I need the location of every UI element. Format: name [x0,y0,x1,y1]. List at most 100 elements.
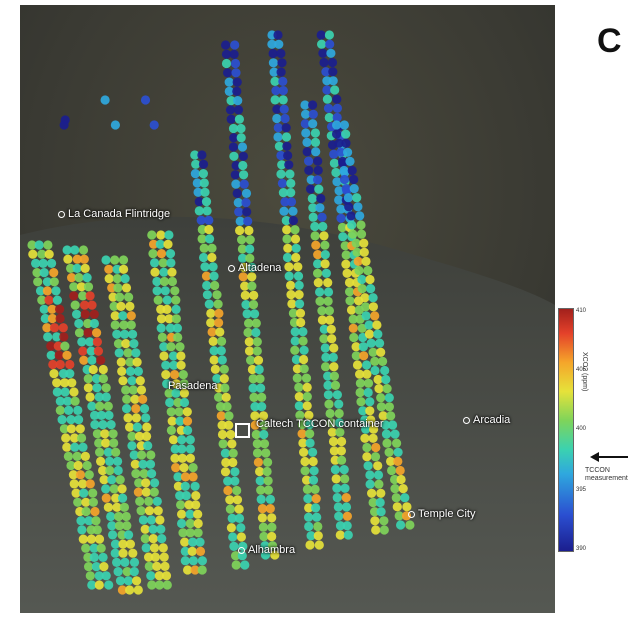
xco2-sounding [96,355,106,365]
xco2-sounding [360,433,370,443]
xco2-sounding [257,504,268,514]
xco2-sounding [319,334,329,344]
xco2-sounding [252,346,262,356]
xco2-sounding [361,311,371,321]
xco2-sounding [300,466,310,476]
xco2-sounding [270,95,280,105]
xco2-sounding [259,420,269,430]
xco2-sounding [332,129,342,139]
xco2-sounding [28,249,38,259]
xco2-sounding [294,392,304,402]
xco2-sounding [347,220,357,230]
xco2-sounding [146,571,156,581]
xco2-sounding [364,320,374,330]
xco2-sounding [231,68,241,78]
xco2-sounding [84,470,94,480]
xco2-sounding [239,262,249,273]
xco2-sounding [212,374,222,384]
xco2-sounding [54,350,64,360]
xco2-sounding [328,436,339,447]
xco2-sounding [253,457,263,467]
xco2-sounding [279,104,289,114]
xco2-sounding [101,571,111,581]
xco2-sounding [115,576,126,586]
xco2-sounding [52,378,62,388]
xco2-sounding [335,530,345,540]
xco2-sounding [280,197,290,207]
xco2-sounding [368,497,378,508]
xco2-sounding [202,290,212,300]
xco2-sounding [274,141,284,151]
xco2-sounding [365,479,375,489]
xco2-sounding [253,355,264,365]
xco2-sounding [141,413,151,423]
xco2-sounding [334,399,344,409]
xco2-sounding [388,420,398,430]
xco2-sounding [44,249,54,259]
xco2-sounding [290,345,300,355]
xco2-sounding [311,147,321,157]
xco2-sounding [324,306,334,316]
xco2-sounding [292,364,302,374]
xco2-sounding [115,292,125,302]
xco2-sounding [162,580,172,590]
xco2-sounding [308,100,318,110]
xco2-sounding [171,304,181,314]
xco2-sounding [139,404,150,414]
xco2-sounding [382,438,392,448]
xco2-sounding [230,467,240,477]
xco2-sounding [188,537,198,547]
xco2-sounding [243,216,253,226]
xco2-sounding [372,320,382,330]
xco2-sounding [73,405,83,415]
xco2-sounding [175,416,185,426]
xco2-sounding [101,392,111,402]
xco2-sounding [316,193,326,204]
xco2-sounding [308,203,318,213]
xco2-sounding [132,357,142,367]
xco2-sounding [150,258,160,268]
xco2-sounding [343,530,353,540]
xco2-sounding [205,234,215,244]
xco2-sounding [314,184,324,194]
xco2-sounding [255,466,265,477]
xco2-sounding [259,429,269,440]
place-alhambra: Alhambra [238,544,295,556]
xco2-sounding [278,95,288,105]
xco2-sounding [348,314,358,324]
xco2-sounding [196,215,206,225]
xco2-sounding [85,392,95,402]
xco2-sounding [107,521,117,531]
xco2-sounding [247,281,257,291]
xco2-sounding [370,452,381,462]
xco2-sounding [351,351,361,361]
xco2-sounding [229,541,239,552]
xco2-sounding [75,424,85,434]
xco2-sounding [49,323,60,333]
xco2-sounding [283,150,293,161]
xco2-sounding [185,509,195,519]
xco2-sounding [267,522,277,532]
xco2-sounding [325,408,335,419]
xco2-sounding [228,142,238,152]
xco2-sounding [223,68,233,78]
xco2-sounding [47,304,57,314]
place-label: Temple City [418,508,476,520]
xco2-sounding [103,502,113,512]
xco2-sounding [297,429,307,439]
xco2-sounding [98,364,108,375]
xco2-sounding [341,129,351,139]
xco2-sounding [149,120,159,130]
xco2-sounding [118,493,128,503]
xco2-sounding [374,479,384,489]
xco2-sounding [346,211,356,221]
xco2-sounding [124,292,134,302]
xco2-sounding [300,100,310,110]
xco2-sounding [336,446,346,456]
xco2-sounding [188,556,198,566]
xco2-sounding [319,57,329,68]
xco2-sounding [58,323,68,333]
xco2-sounding [323,390,333,400]
xco2-sounding [87,580,97,590]
xco2-sounding [187,546,197,557]
